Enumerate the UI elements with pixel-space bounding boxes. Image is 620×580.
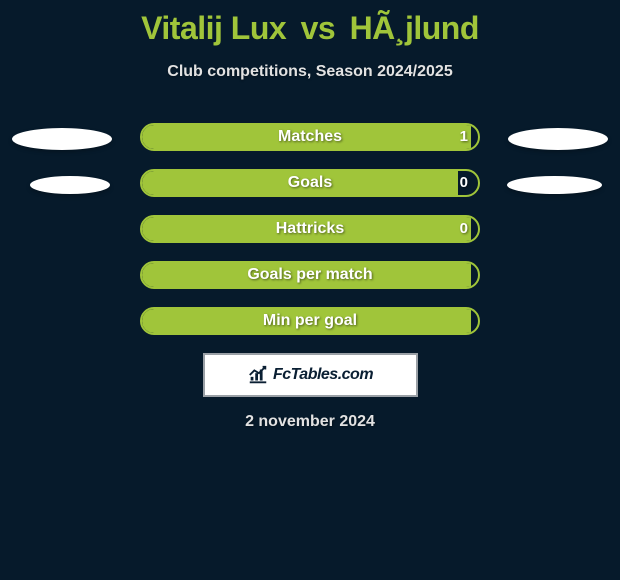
player1-marker — [12, 128, 112, 150]
player1-marker — [30, 176, 110, 194]
stat-row: Goals per match — [0, 261, 620, 289]
stat-bar-fill — [142, 217, 471, 241]
player2-name: HÃ¸jlund — [350, 10, 479, 46]
stat-row: Matches1 — [0, 123, 620, 151]
player2-marker — [508, 128, 608, 150]
stat-bar — [140, 215, 480, 243]
stat-bar — [140, 123, 480, 151]
comparison-card: Vitalij Lux vs HÃ¸jlund Club competition… — [0, 0, 620, 580]
stat-bar — [140, 169, 480, 197]
stat-bar-fill — [142, 171, 458, 195]
stat-row: Min per goal — [0, 307, 620, 335]
stat-bar — [140, 261, 480, 289]
stat-row: Goals0 — [0, 169, 620, 197]
stat-bar-fill — [142, 309, 471, 333]
player2-marker — [507, 176, 602, 194]
stat-bar-fill — [142, 125, 471, 149]
brand-box[interactable]: FcTables.com — [203, 353, 418, 397]
vs-label: vs — [301, 10, 336, 46]
stat-bar — [140, 307, 480, 335]
stat-bar-fill — [142, 263, 471, 287]
stat-row: Hattricks0 — [0, 215, 620, 243]
stat-rows: Matches1 Goals0 Hattricks0 Goals per match M… — [0, 123, 620, 335]
page-title: Vitalij Lux vs HÃ¸jlund — [0, 0, 620, 47]
chart-icon — [247, 364, 269, 386]
player1-name: Vitalij Lux — [141, 10, 286, 46]
brand-text: FcTables.com — [273, 366, 373, 384]
brand-inner: FcTables.com — [247, 364, 373, 386]
date-label: 2 november 2024 — [0, 413, 620, 431]
subtitle: Club competitions, Season 2024/2025 — [0, 63, 620, 81]
